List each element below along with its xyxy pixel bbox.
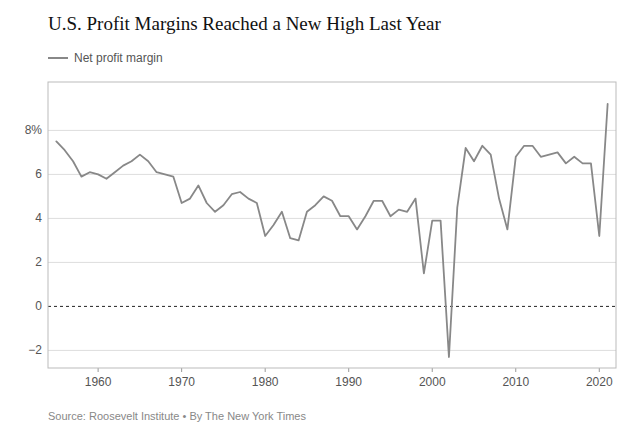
y-tick-label: 0 [35, 299, 42, 313]
plot-frame [48, 82, 616, 368]
x-tick-label: 2020 [586, 375, 613, 389]
x-tick-label: 1960 [85, 375, 112, 389]
legend: Net profit margin [48, 51, 163, 65]
x-tick [181, 368, 182, 372]
grid-line [48, 174, 616, 175]
x-tick [599, 368, 600, 372]
legend-label: Net profit margin [74, 51, 163, 65]
x-tick [432, 368, 433, 372]
chart: U.S. Profit Margins Reached a New High L… [0, 0, 634, 430]
x-tick [98, 368, 99, 372]
y-grid [48, 130, 616, 350]
grid-line [48, 350, 616, 351]
y-tick-label: 2 [35, 255, 42, 269]
grid-line [48, 130, 616, 131]
y-tick-label: 4 [35, 211, 42, 225]
plot-area [56, 104, 607, 357]
y-tick-label: 8% [25, 123, 43, 137]
x-tick [265, 368, 266, 372]
x-tick-label: 2010 [502, 375, 529, 389]
line [56, 104, 607, 357]
x-tick-label: 1980 [252, 375, 279, 389]
source-note: Source: Roosevelt Institute • By The New… [48, 410, 306, 422]
grid-line [48, 218, 616, 219]
x-tick [348, 368, 349, 372]
y-tick-label: 6 [35, 167, 42, 181]
x-tick-label: 2000 [419, 375, 446, 389]
grid-line [48, 262, 616, 263]
x-tick-label: 1990 [335, 375, 362, 389]
y-tick-label: −2 [28, 343, 42, 357]
x-tick [515, 368, 516, 372]
legend-swatch [48, 57, 68, 59]
x-tick-label: 1970 [168, 375, 195, 389]
zero-line [48, 306, 616, 307]
title: U.S. Profit Margins Reached a New High L… [48, 13, 441, 34]
